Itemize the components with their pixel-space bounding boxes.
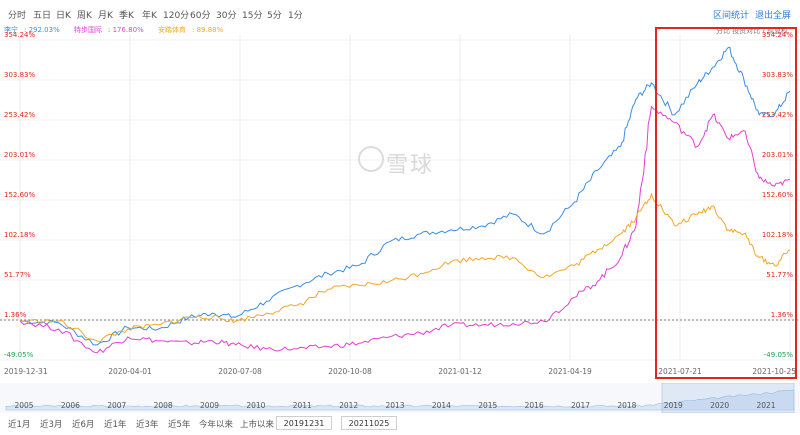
period-tab[interactable]: 日K xyxy=(56,11,71,21)
period-tab[interactable]: 年K xyxy=(142,11,157,21)
y-tick-label-left: 203.01% xyxy=(4,151,35,159)
timeline-year-label: 2015 xyxy=(478,401,497,410)
range-button[interactable]: 上市以来 xyxy=(240,420,275,430)
legend-name: 李宁 xyxy=(4,26,18,34)
timeline-year-label: 2011 xyxy=(293,401,312,410)
timeline-year-label: 2012 xyxy=(339,401,358,410)
y-tick-label-left: -49.05% xyxy=(4,351,34,359)
timeline-year-label: 2005 xyxy=(14,401,33,410)
series-line xyxy=(19,105,790,354)
series-line xyxy=(19,46,791,346)
navigator-area xyxy=(5,389,795,411)
y-tick-label-right: -49.05% xyxy=(764,351,794,359)
range-button[interactable]: 近1月 xyxy=(8,420,31,430)
timeline-year-label: 2010 xyxy=(246,401,265,410)
range-button[interactable]: 近6月 xyxy=(72,420,95,430)
timeline-year-label: 2021 xyxy=(756,401,775,410)
timeline-year-label: 2008 xyxy=(154,401,173,410)
timeline-year-label: 2016 xyxy=(525,401,544,410)
watermark-logo-icon xyxy=(358,146,384,172)
y-tick-label-right: 253.42% xyxy=(762,111,793,119)
timeline-year-label: 2007 xyxy=(107,401,126,410)
timeline-year-label: 2017 xyxy=(571,401,590,410)
x-tick-label: 2021-04-19 xyxy=(548,367,592,376)
y-tick-label-left: 253.42% xyxy=(4,111,35,119)
y-tick-label-right: 203.01% xyxy=(762,151,793,159)
x-tick-label: 2020-10-08 xyxy=(328,367,372,376)
range-button[interactable]: 近3年 xyxy=(136,420,159,430)
legend-item-xtep: 特步国际: 176.80% xyxy=(73,26,144,34)
y-tick-label-right: 303.83% xyxy=(762,71,793,79)
period-tab[interactable]: 月K xyxy=(98,11,113,21)
period-tab[interactable]: 五日 xyxy=(33,11,52,21)
period-tab[interactable]: 周K xyxy=(77,11,92,21)
highlight-box xyxy=(655,27,797,379)
timeline-year-label: 2018 xyxy=(617,401,636,410)
y-tick-label-left: 152.60% xyxy=(4,191,35,199)
y-tick-label-left: 102.18% xyxy=(4,231,35,239)
range-button[interactable]: 近5年 xyxy=(168,420,191,430)
y-tick-label-right: 1.36% xyxy=(771,311,794,319)
range-button[interactable]: 近1年 xyxy=(104,420,127,430)
y-tick-label-right: 51.77% xyxy=(766,271,793,279)
legend: 李宁: 292.03% 特步国际: 176.80% 安踏体育: 89.88% xyxy=(4,25,235,35)
timeline-year-label: 2019 xyxy=(664,401,683,410)
period-tab[interactable]: 30分 xyxy=(216,11,237,21)
watermark: 雪球 xyxy=(386,153,435,178)
period-tab[interactable]: 分时 xyxy=(8,11,27,21)
x-tick-label: 2021-01-12 xyxy=(438,367,482,376)
timeline-year-label: 2013 xyxy=(385,401,404,410)
x-tick-label: 2021-07-21 xyxy=(658,367,702,376)
end-date-input[interactable] xyxy=(341,416,397,430)
start-date-input[interactable] xyxy=(276,416,332,430)
range-button[interactable]: 今年以来 xyxy=(199,420,234,430)
navigator-window[interactable] xyxy=(661,383,795,413)
period-tab[interactable]: 120分 xyxy=(163,11,190,21)
timeline-year-label: 2006 xyxy=(61,401,80,410)
interval-stats-link[interactable]: 区间统计 xyxy=(713,11,750,21)
x-tick-label: 2021-10-25 xyxy=(752,367,796,376)
y-tick-label-left: 51.77% xyxy=(4,271,31,279)
legend-name: 安踏体育 xyxy=(157,26,186,34)
legend-item-lining: 李宁: 292.03% xyxy=(4,26,60,34)
period-tab[interactable]: 1分 xyxy=(288,11,303,21)
chart-area: 354.24% 354.24% 303.83% 303.83% 253.42% 253.4… xyxy=(0,27,800,379)
legend-value: 176.80% xyxy=(112,26,144,34)
x-tick-label: 2020-04-01 xyxy=(108,367,152,376)
legend-item-anta: 安踏体育: 89.88% xyxy=(157,26,224,34)
timeline-year-label: 2009 xyxy=(200,401,219,410)
period-tab[interactable]: 季K xyxy=(119,11,134,21)
y-tick-label-right: 354.24% xyxy=(762,31,793,39)
x-tick-label: 2019-12-31 xyxy=(4,367,48,376)
y-tick-label-left: 303.83% xyxy=(4,71,35,79)
period-tab[interactable]: 5分 xyxy=(267,11,282,21)
range-bar: 近1月 近3月 近6月 近1年 近3年 近5年 今年以来 上市以来 xyxy=(0,414,800,435)
timeline-navigator[interactable]: 2005 2006 2007 2008 2009 2010 2011 2012 2013 2014… xyxy=(0,383,800,413)
legend-name: 特步国际 xyxy=(73,26,102,34)
y-tick-label-left: 1.36% xyxy=(4,311,27,319)
y-tick-label-left: 354.24% xyxy=(4,31,35,39)
period-tab[interactable]: 60分 xyxy=(190,11,211,21)
legend-value: 292.03% xyxy=(28,26,60,34)
period-tab[interactable]: 15分 xyxy=(242,11,263,21)
series-line xyxy=(19,192,791,343)
legend-value: 89.88% xyxy=(196,26,224,34)
exit-fullscreen-link[interactable]: 退出全屏 xyxy=(755,11,792,21)
chart-mode-label: 分比 投资对比 / 前复权 xyxy=(716,27,789,35)
range-button[interactable]: 近3月 xyxy=(40,420,63,430)
timeline-year-label: 2014 xyxy=(432,401,451,410)
timeline-year-label: 2020 xyxy=(710,401,729,410)
toolbar: 分时 五日 日K 周K 月K 季K 年K 120分 60分 30分 15分 5分 1分 区间统计 退出全… xyxy=(0,0,800,28)
y-tick-label-right: 102.18% xyxy=(762,231,793,239)
y-tick-label-right: 152.60% xyxy=(762,191,793,199)
x-tick-label: 2020-07-08 xyxy=(218,367,262,376)
